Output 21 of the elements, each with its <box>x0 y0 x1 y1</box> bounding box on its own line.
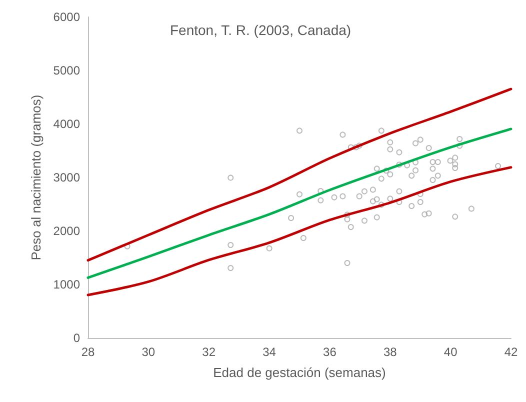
x-tick-label: 30 <box>142 345 156 359</box>
x-tick-label: 28 <box>81 345 95 359</box>
line-series <box>86 166 512 296</box>
line-series <box>86 88 512 262</box>
y-axis-title: Peso al nacimiento (gramos) <box>28 94 44 260</box>
y-tick-label: 3000 <box>53 170 80 184</box>
y-tick-label: 2000 <box>53 224 80 238</box>
x-tick-label: 34 <box>262 345 276 359</box>
x-axis-title: Edad de gestación (semanas) <box>213 365 386 380</box>
x-tick-label: 40 <box>444 345 458 359</box>
y-tick-label: 6000 <box>53 10 80 24</box>
y-tick-label: 1000 <box>53 278 80 292</box>
y-tick-label: 4000 <box>53 117 80 131</box>
y-tick-label: 0 <box>73 331 80 345</box>
x-tick-label: 38 <box>383 345 398 359</box>
x-tick-label: 42 <box>504 345 518 359</box>
x-tick-label: 36 <box>323 345 337 359</box>
line-series <box>86 128 512 279</box>
chart-title: Fenton, T. R. (2003, Canada) <box>170 22 352 38</box>
y-tick-label: 5000 <box>53 64 80 78</box>
x-tick-label: 32 <box>202 345 216 359</box>
